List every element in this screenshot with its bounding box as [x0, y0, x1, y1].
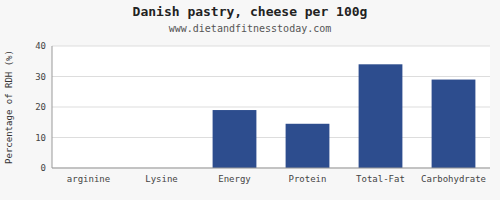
x-axis-line — [52, 168, 490, 169]
x-tick-label: Total-Fat — [356, 174, 405, 184]
bar — [359, 64, 403, 168]
y-tick-label: 10 — [35, 133, 46, 143]
y-tick-label: 40 — [35, 41, 46, 51]
grid-line — [52, 46, 490, 47]
y-axis-line — [52, 46, 53, 168]
bars — [213, 64, 476, 168]
y-axis: 0 10 20 30 40 — [35, 41, 490, 173]
grid-line — [52, 137, 490, 138]
bar — [213, 110, 257, 168]
x-axis: arginine Lysine Energy Protein Total-Fat Carb… — [67, 174, 486, 184]
plot-area — [52, 46, 490, 168]
y-tick-label: 30 — [35, 72, 46, 82]
grid-line — [52, 76, 490, 77]
x-tick-label: Energy — [218, 174, 251, 184]
background — [0, 0, 500, 200]
y-tick-label: 0 — [41, 163, 46, 173]
bar — [286, 124, 330, 168]
y-axis-label: Percentage of RDH (%) — [4, 50, 14, 164]
chart-svg: Danish pastry, cheese per 100g www.dietan… — [0, 0, 500, 200]
title: Danish pastry, cheese per 100g — [133, 4, 368, 19]
x-tick-label: Lysine — [145, 174, 178, 184]
x-tick-label: Carbohydrate — [421, 174, 486, 184]
subtitle: www.dietandfitnesstoday.com — [169, 23, 332, 34]
bar — [432, 80, 476, 168]
x-tick-label: Protein — [289, 174, 327, 184]
grid-line — [52, 168, 490, 169]
x-tick-label: arginine — [67, 174, 110, 184]
chart-container: Danish pastry, cheese per 100g www.dietan… — [0, 0, 500, 200]
grid-line — [52, 107, 490, 108]
y-tick-label: 20 — [35, 102, 46, 112]
